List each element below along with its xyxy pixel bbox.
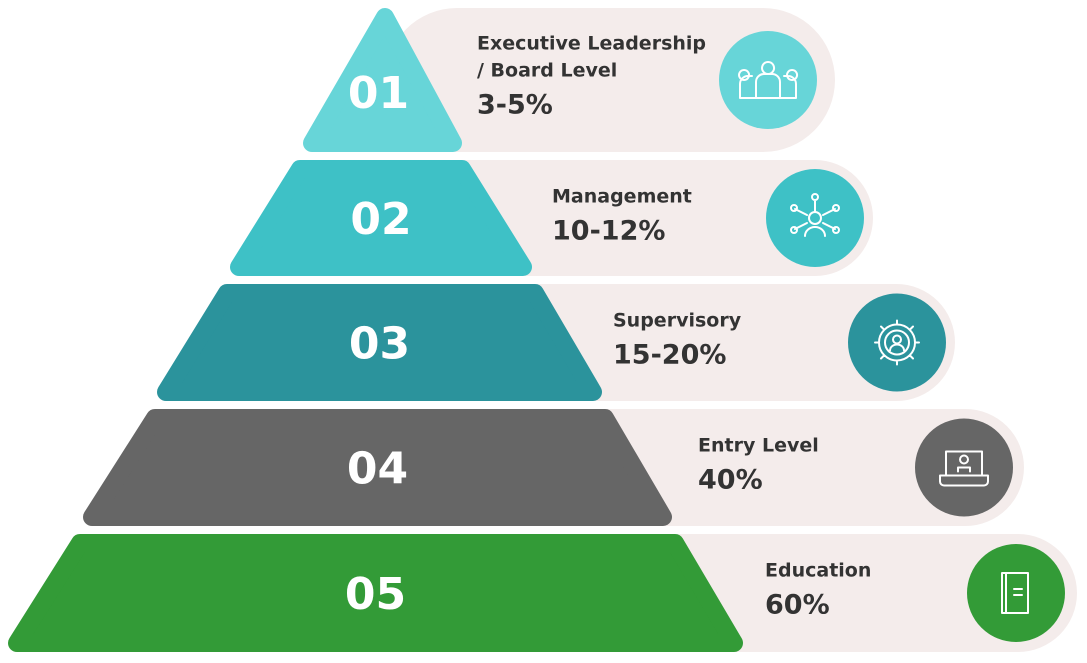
tier-number: 03 [349, 319, 410, 370]
tier-title: / Board Level [477, 60, 617, 82]
tier-share: 60% [765, 590, 830, 621]
tier-title: Entry Level [698, 435, 819, 457]
tier-shape [303, 8, 462, 152]
tier-title: Supervisory [613, 310, 742, 332]
tier-share: 3-5% [477, 90, 553, 121]
tier-number: 02 [350, 194, 411, 245]
tier-icon [1001, 572, 1029, 614]
tier-number: 04 [347, 444, 408, 495]
tier-number: 05 [345, 569, 406, 620]
tier-share: 10-12% [552, 216, 665, 247]
tier-share: 15-20% [613, 340, 726, 371]
tier-title: Executive Leadership [477, 33, 706, 55]
tier-icon [738, 61, 799, 99]
tier-share: 40% [698, 465, 763, 496]
tier-background [385, 8, 835, 152]
tier-icon-circle [719, 31, 817, 129]
tier-title: Education [765, 560, 871, 582]
tier-icon-circle [967, 544, 1065, 642]
tier-shape [8, 534, 743, 652]
tier-shape [83, 409, 672, 526]
tier-icon-circle [766, 169, 864, 267]
tier-shape [230, 160, 532, 276]
tier-shape [157, 284, 602, 401]
tier-title: Management [552, 186, 692, 208]
tier-icon [939, 450, 989, 487]
tier-icon [790, 193, 840, 237]
tier-number: 01 [348, 68, 409, 119]
tier-icon [874, 319, 920, 366]
